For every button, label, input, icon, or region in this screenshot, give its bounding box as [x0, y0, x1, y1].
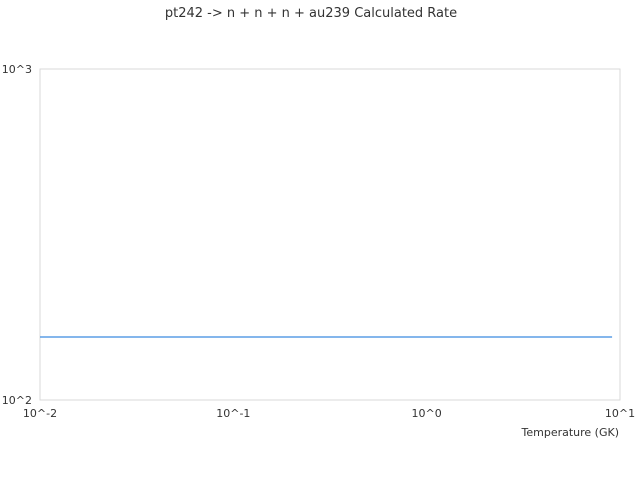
chart-title: pt242 -> n + n + n + au239 Calculated Ra… [165, 6, 457, 21]
x-tick-label: 10^0 [412, 407, 442, 420]
y-tick-label: 10^2 [2, 394, 32, 407]
plot-area [39, 68, 621, 401]
x-tick-label: 10^-2 [23, 407, 57, 420]
y-tick-label: 10^3 [2, 63, 32, 76]
x-axis-label: Temperature (GK) [521, 426, 620, 439]
x-tick-label: 10^1 [605, 407, 635, 420]
x-tick-label: 10^-1 [216, 407, 250, 420]
